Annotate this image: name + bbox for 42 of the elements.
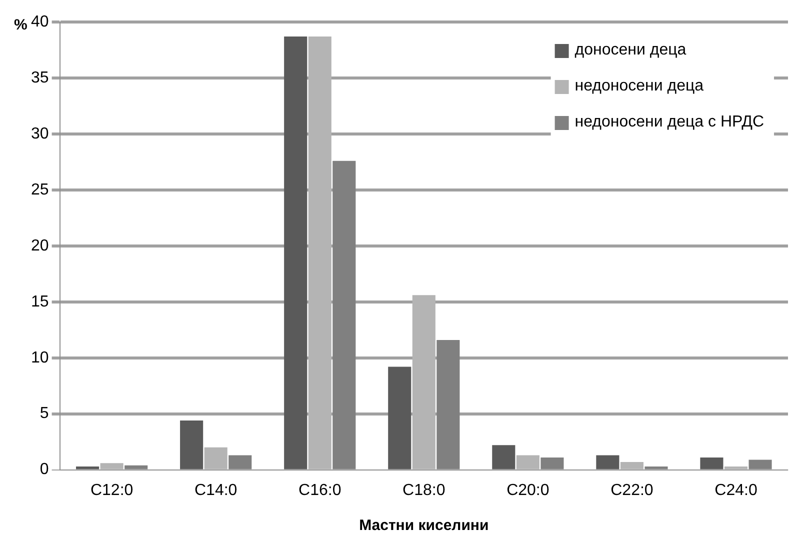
x-tick-label: C16:0 bbox=[298, 482, 342, 499]
bar bbox=[620, 462, 644, 470]
legend-label: доносени деца bbox=[574, 41, 686, 58]
y-tick-label: 15 bbox=[31, 293, 49, 310]
bar bbox=[204, 447, 228, 470]
bar bbox=[180, 420, 204, 470]
bar bbox=[724, 466, 748, 470]
bar bbox=[540, 457, 564, 470]
bar bbox=[412, 295, 436, 470]
bar bbox=[388, 366, 412, 470]
x-tick-label: C14:0 bbox=[194, 482, 238, 499]
bar bbox=[748, 460, 772, 470]
y-tick-label: 35 bbox=[31, 69, 49, 86]
bar bbox=[76, 466, 100, 470]
bar bbox=[596, 455, 620, 470]
bar bbox=[332, 160, 356, 470]
x-tick-label: C24:0 bbox=[714, 482, 758, 499]
y-tick-label: 25 bbox=[31, 181, 49, 198]
y-tick-label: 0 bbox=[40, 461, 49, 478]
y-tick-label: 10 bbox=[31, 349, 49, 366]
y-tick-label: 20 bbox=[31, 237, 49, 254]
x-tick-label: C18:0 bbox=[402, 482, 446, 499]
bar bbox=[100, 463, 124, 470]
bar bbox=[516, 455, 540, 470]
bar bbox=[284, 36, 308, 470]
bar bbox=[492, 445, 516, 470]
y-axis-title: % bbox=[14, 16, 28, 34]
x-tick-label: C20:0 bbox=[506, 482, 550, 499]
x-tick-label: C12:0 bbox=[90, 482, 134, 499]
bar bbox=[308, 36, 332, 470]
bar bbox=[700, 457, 724, 470]
bar bbox=[124, 465, 148, 470]
x-axis-title: Мастни киселини bbox=[359, 517, 489, 534]
y-tick-label: 30 bbox=[31, 125, 49, 142]
legend-label: недоносени деца с НРДС bbox=[574, 113, 764, 130]
bar bbox=[228, 455, 252, 470]
x-tick-label: C22:0 bbox=[610, 482, 654, 499]
y-tick-label: 40 bbox=[31, 13, 49, 30]
bar bbox=[644, 466, 668, 470]
y-tick-label: 5 bbox=[40, 405, 49, 422]
legend-label: недоносени деца bbox=[574, 77, 704, 94]
bar bbox=[436, 340, 460, 470]
